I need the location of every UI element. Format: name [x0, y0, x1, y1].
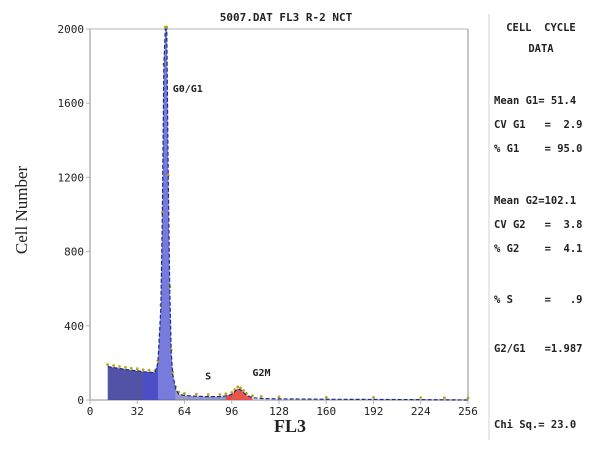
- data-points: [106, 25, 470, 400]
- data-point: [135, 367, 139, 371]
- stat-percent-g1: % G1 = 95.0: [494, 143, 583, 155]
- g2-fill: [225, 388, 253, 400]
- fit-line-group: [107, 28, 469, 401]
- data-point: [194, 392, 198, 396]
- x-tick-label: 160: [316, 405, 336, 418]
- cell-cycle-stats-panel: CELL CYCLE DATA Mean G1= 51.4 CV G1 = 2.…: [494, 22, 583, 431]
- y-tick-label: 800: [64, 246, 84, 259]
- x-tick-label: 32: [131, 405, 144, 418]
- stat-g2-g1-ratio: G2/G1 =1.987: [494, 343, 583, 355]
- data-point: [236, 385, 240, 389]
- data-point: [124, 365, 127, 369]
- data-point: [277, 395, 281, 399]
- data-point: [118, 365, 121, 368]
- x-tick-label: 256: [458, 405, 478, 418]
- data-point: [183, 392, 186, 395]
- x-tick-label: 96: [225, 405, 238, 418]
- data-point: [242, 389, 245, 392]
- y-tick-label: 1200: [58, 171, 85, 184]
- y-tick-label: 400: [64, 320, 84, 333]
- data-point: [141, 368, 145, 372]
- data-point: [442, 396, 446, 400]
- data-point: [230, 391, 234, 394]
- data-point: [239, 386, 243, 390]
- data-point: [224, 392, 228, 396]
- data-point: [419, 396, 423, 400]
- data-point: [165, 25, 169, 29]
- stat-chi-square: Chi Sq.= 23.0: [494, 419, 576, 431]
- data-point: [466, 396, 470, 400]
- x-axis-label: FL3: [274, 416, 306, 436]
- fit-line: [107, 28, 469, 401]
- y-tick-label: 1600: [58, 97, 85, 110]
- stat-cv-g2: CV G2 = 3.8: [494, 219, 583, 231]
- stat-cv-g1: CV G1 = 2.9: [494, 119, 583, 131]
- x-tick-label: 224: [411, 405, 431, 418]
- stats-header-line2: DATA: [528, 43, 554, 55]
- data-point: [206, 393, 210, 397]
- stat-percent-s: % S = .9: [494, 294, 583, 306]
- x-tick-label: 64: [178, 405, 192, 418]
- data-point: [324, 395, 328, 399]
- peak-label: G2M: [252, 368, 270, 379]
- chart-title: 5007.DAT FL3 R-2 NCT: [220, 11, 353, 24]
- x-tick-label: 192: [364, 405, 384, 418]
- peak-label: S: [205, 372, 211, 383]
- data-point: [251, 394, 254, 398]
- data-point: [372, 396, 375, 399]
- data-point: [259, 395, 263, 398]
- stats-header-line1: CELL CYCLE: [506, 22, 576, 34]
- data-point: [129, 366, 133, 370]
- y-tick-label: 2000: [58, 23, 85, 36]
- data-point: [218, 393, 222, 397]
- data-point: [106, 363, 110, 367]
- stat-mean-g2: Mean G2=102.1: [494, 195, 576, 207]
- y-axis-label: Cell Number: [12, 166, 31, 255]
- peak-label: G0/G1: [173, 84, 203, 95]
- peak-labels: G0/G1 S G2M: [173, 84, 271, 383]
- y-tick-label: 0: [77, 394, 84, 407]
- data-point: [147, 368, 151, 372]
- stat-mean-g1: Mean G1= 51.4: [494, 95, 576, 107]
- x-axis-ticks: 0 32 64 96 128 160 192 224 256: [87, 400, 478, 418]
- x-tick-label: 128: [269, 405, 289, 418]
- data-point: [112, 364, 116, 367]
- data-point: [166, 174, 170, 177]
- x-tick-label: 0: [87, 405, 94, 418]
- data-point: [160, 211, 164, 214]
- y-axis-ticks: 0 400 800 1200 1600 2000: [58, 23, 90, 407]
- stat-percent-g2: % G2 = 4.1: [494, 243, 583, 255]
